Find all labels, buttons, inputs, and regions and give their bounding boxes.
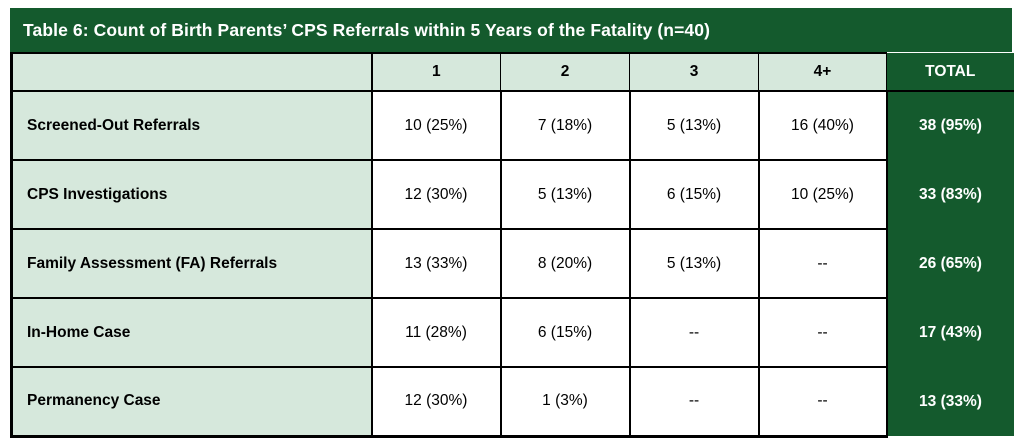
column-header-4plus: 4+ xyxy=(758,52,887,92)
total-cell: 13 (33%) xyxy=(886,367,1014,436)
row-label: In-Home Case xyxy=(10,297,373,368)
value-cell: 10 (25%) xyxy=(370,90,502,161)
value-cell: 13 (33%) xyxy=(370,228,502,299)
table-title: Table 6: Count of Birth Parents’ CPS Ref… xyxy=(10,8,1012,52)
value-cell: 12 (30%) xyxy=(370,366,502,438)
value-cell: 7 (18%) xyxy=(499,90,631,161)
row-label: CPS Investigations xyxy=(10,159,373,230)
column-header-blank xyxy=(10,52,373,92)
table-row: Family Assessment (FA) Referrals 13 (33%… xyxy=(10,228,1014,299)
report-table-container: Table 6: Count of Birth Parents’ CPS Ref… xyxy=(10,8,1014,438)
value-cell: 12 (30%) xyxy=(370,159,502,230)
value-cell: -- xyxy=(757,366,888,438)
value-cell: 16 (40%) xyxy=(757,90,888,161)
value-cell: 8 (20%) xyxy=(499,228,631,299)
header-row: 1 2 3 4+ TOTAL xyxy=(10,52,1014,92)
row-label: Screened-Out Referrals xyxy=(10,90,373,161)
value-cell: 6 (15%) xyxy=(628,159,760,230)
table-row: Permanency Case 12 (30%) 1 (3%) -- -- 13… xyxy=(10,366,1014,438)
value-cell: 10 (25%) xyxy=(757,159,888,230)
column-header-2: 2 xyxy=(500,52,630,92)
table-row: Screened-Out Referrals 10 (25%) 7 (18%) … xyxy=(10,90,1014,161)
column-header-3: 3 xyxy=(629,52,759,92)
value-cell: 6 (15%) xyxy=(499,297,631,368)
value-cell: 5 (13%) xyxy=(628,228,760,299)
value-cell: 11 (28%) xyxy=(370,297,502,368)
total-cell: 38 (95%) xyxy=(886,91,1014,160)
row-label: Permanency Case xyxy=(10,366,373,438)
value-cell: -- xyxy=(757,228,888,299)
row-label: Family Assessment (FA) Referrals xyxy=(10,228,373,299)
value-cell: 5 (13%) xyxy=(499,159,631,230)
value-cell: 5 (13%) xyxy=(628,90,760,161)
column-header-total: TOTAL xyxy=(886,53,1014,92)
report-table: 1 2 3 4+ TOTAL Screened-Out Referrals 10… xyxy=(10,52,1014,438)
table-row: In-Home Case 11 (28%) 6 (15%) -- -- 17 (… xyxy=(10,297,1014,368)
value-cell: 1 (3%) xyxy=(499,366,631,438)
value-cell: -- xyxy=(628,366,760,438)
total-cell: 33 (83%) xyxy=(886,160,1014,229)
total-cell: 26 (65%) xyxy=(886,229,1014,298)
table-row: CPS Investigations 12 (30%) 5 (13%) 6 (1… xyxy=(10,159,1014,230)
value-cell: -- xyxy=(757,297,888,368)
column-header-1: 1 xyxy=(371,52,501,92)
value-cell: -- xyxy=(628,297,760,368)
total-cell: 17 (43%) xyxy=(886,298,1014,367)
